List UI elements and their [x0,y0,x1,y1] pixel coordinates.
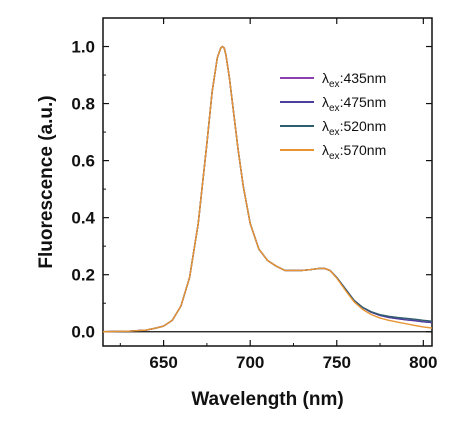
x-tick-label: 700 [236,353,264,372]
x-axis-title: Wavelength (nm) [191,389,343,410]
x-tick-label: 800 [409,353,437,372]
series-line-1 [102,45,433,333]
legend-label: λex:435nm [322,70,386,90]
x-tick-label: 750 [323,353,351,372]
series-layer [102,45,433,333]
series-line-4 [102,45,433,333]
y-tick-label: 0.4 [71,209,95,228]
plot-frame [102,17,433,347]
legend-label: λex:520nm [322,118,386,138]
tick-layer: 650 700 750 800 0.0 0.2 0.4 0.6 0.8 1.0 [71,18,438,372]
y-tick-label: 0.8 [71,95,95,114]
series-line-3 [102,45,433,333]
legend: λex:435nm λex:475nm λex:520nm λex:570nm [280,70,386,162]
y-tick-label: 0.2 [71,266,95,285]
y-tick-label: 1.0 [71,38,95,57]
y-tick-label: 0.0 [71,323,95,342]
x-tick-label: 650 [149,353,177,372]
series-line-2 [102,45,433,333]
y-axis-title: Fluorescence (a.u.) [36,95,57,268]
legend-label: λex:475nm [322,94,386,114]
y-tick-label: 0.6 [71,152,95,171]
legend-label: λex:570nm [322,142,386,162]
